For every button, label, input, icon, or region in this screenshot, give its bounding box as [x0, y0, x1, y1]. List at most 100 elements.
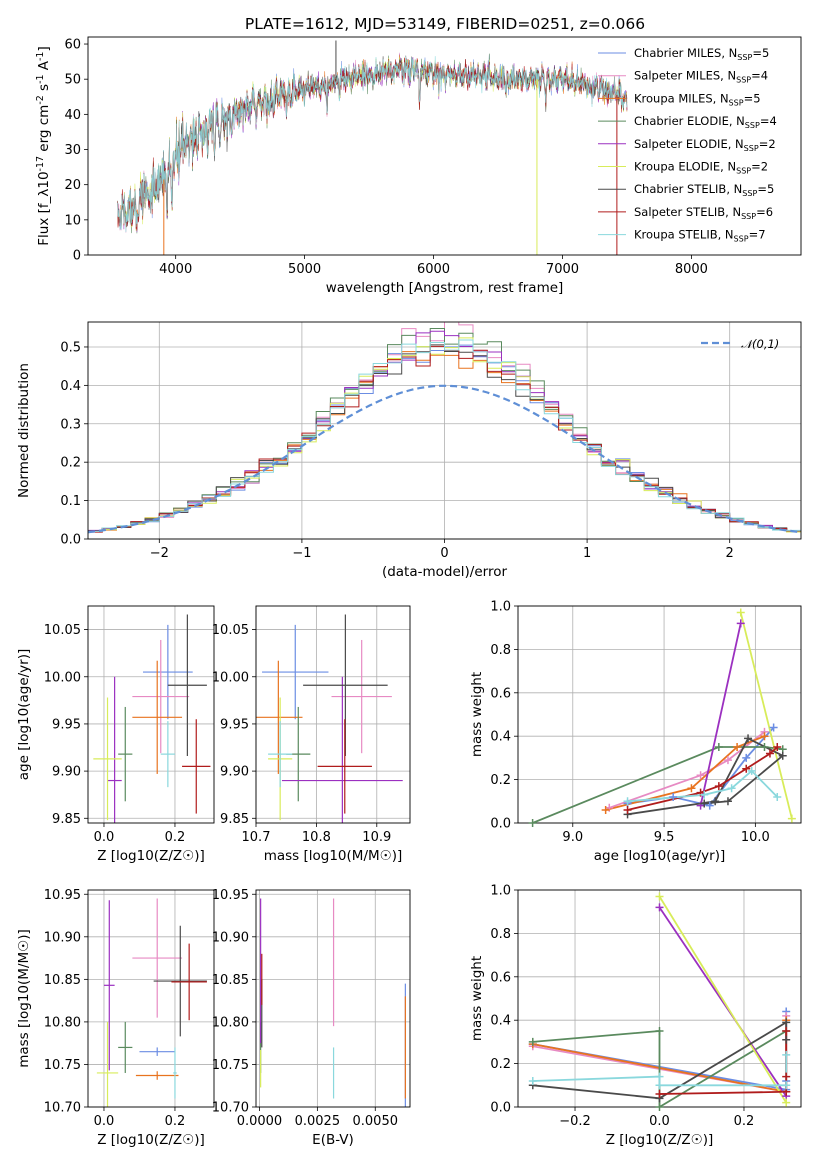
y-tick-label: 0.3: [60, 417, 81, 432]
y-tick-label: 0.8: [490, 643, 511, 658]
x-tick-label: 4000: [159, 262, 192, 277]
series-marker: [760, 732, 769, 741]
x-axis-label: age [log10(age/yr)]: [594, 848, 726, 864]
plot-area: [96, 898, 207, 1107]
legend-entry: 𝒩(0,1): [741, 337, 779, 351]
series-marker: [733, 743, 742, 752]
y-axis-label: mass weight: [469, 956, 485, 1041]
normal-curve: [88, 384, 801, 534]
legend-entry: Kroupa STELIB, NSSP=7: [634, 228, 766, 244]
series-line: [739, 612, 793, 819]
series-line: [532, 1030, 787, 1107]
y-tick-label: 0.1: [60, 494, 81, 509]
y-tick-label: 10.00: [44, 670, 81, 685]
y-axis-label: Flux [f_λ10-17 erg cm-2 s-1 A-1]: [35, 46, 52, 245]
y-tick-label: 9.95: [220, 717, 249, 732]
x-tick-label: 0: [440, 546, 448, 561]
series-marker: [528, 819, 537, 827]
series-marker: [601, 805, 610, 814]
x-tick-label: 0.2: [165, 830, 186, 845]
y-tick-label: 0.0: [60, 533, 81, 548]
x-tick-label: 0.2: [165, 1114, 186, 1129]
x-tick-label: 8000: [675, 262, 708, 277]
y-tick-label: 9.95: [52, 717, 81, 732]
y-tick-label: 1.0: [490, 884, 511, 899]
series-marker: [528, 1076, 537, 1085]
series-marker: [727, 784, 736, 793]
x-tick-label: 1: [583, 546, 591, 561]
panels: 4000 5000 6000 7000 80000102030405060wavelen…: [16, 36, 802, 1148]
legend-entry: Salpeter ELODIE, NSSP=2: [634, 137, 776, 153]
y-tick-label: 0.2: [490, 773, 511, 788]
y-tick-label: 9.85: [52, 812, 81, 827]
series-marker: [782, 1027, 791, 1036]
series-marker: [696, 771, 705, 780]
panel-age-vs-Z: 0.0 0.2 9.85 9.90 9.95 10.00 10.05 Z [log10(Z/Z…: [16, 605, 215, 864]
x-tick-label: −1: [292, 546, 311, 561]
x-tick-label: 5000: [288, 262, 321, 277]
y-tick-label: 20: [64, 178, 81, 193]
y-tick-label: 0.4: [60, 379, 81, 394]
series-marker: [782, 1035, 791, 1044]
y-tick-label: 0.4: [490, 730, 511, 745]
legend-entry: Salpeter MILES, NSSP=4: [634, 69, 768, 85]
x-axis-label: Z [log10(Z/Z☉)]: [606, 1132, 714, 1148]
x-tick-label: 7000: [546, 262, 579, 277]
series-marker: [655, 1089, 664, 1098]
y-tick-label: 0.2: [60, 456, 81, 471]
series-line: [658, 896, 787, 1104]
x-axis-label: mass [log10(M/M☉)]: [264, 848, 403, 864]
y-tick-label: 0.5: [60, 340, 81, 355]
plot-area: [117, 40, 628, 255]
y-tick-label: 10: [64, 213, 81, 228]
x-tick-label: 9.0: [562, 830, 583, 845]
series-marker: [623, 797, 632, 806]
y-tick-label: 0.0: [490, 817, 511, 832]
y-tick-label: 10.70: [44, 1101, 81, 1116]
panel-spectrum: 4000 5000 6000 7000 8000 0 10 20 30 40 50 60 wavelen…: [35, 36, 802, 296]
series-marker: [747, 766, 756, 775]
x-tick-label: 0.2: [734, 1114, 755, 1129]
y-tick-label: 50: [64, 73, 81, 88]
y-tick-label: 60: [64, 38, 81, 53]
series-marker: [655, 1027, 664, 1036]
series-marker: [742, 753, 751, 762]
x-tick-label: 6000: [417, 262, 450, 277]
series-marker: [782, 1072, 791, 1081]
grid-lines: [88, 606, 214, 823]
series-marker: [736, 619, 745, 628]
axes-frame: [87, 605, 215, 824]
axes-frame: [517, 605, 802, 824]
y-tick-label: 0.8: [490, 927, 511, 942]
series-marker: [744, 734, 753, 743]
y-axis-label: mass weight: [469, 672, 485, 757]
panel-mass-vs-Z: 0.0 0.2 10.70 10.75 10.80 10.85 10.90 10.95 Z [l…: [16, 888, 215, 1148]
y-tick-label: 10.85: [212, 973, 249, 988]
series-marker: [714, 743, 723, 752]
series-marker: [528, 1037, 537, 1046]
y-tick-label: 10.90: [212, 930, 249, 945]
series-marker: [787, 814, 796, 823]
x-axis-label: (data-model)/error: [382, 564, 508, 580]
x-axis-label: Z [log10(Z/Z☉)]: [97, 1132, 205, 1148]
x-tick-label: −0.2: [559, 1114, 591, 1129]
x-tick-label: 10.8: [302, 830, 331, 845]
y-tick-label: 10.75: [212, 1058, 249, 1073]
figure-title: PLATE=1612, MJD=53149, FIBERID=0251, z=0…: [245, 15, 645, 33]
axes-frame: [255, 605, 411, 824]
panel-age-vs-mass: 10.7 10.8 10.9 9.85 9.90 9.95 10.00 10.05 mass […: [212, 605, 411, 864]
y-tick-label: 10.00: [212, 670, 249, 685]
series-marker: [773, 792, 782, 801]
series-marker: [736, 608, 745, 617]
x-tick-label: 0.0025: [295, 1114, 341, 1129]
y-tick-label: 10.80: [212, 1015, 249, 1030]
series-marker: [778, 751, 787, 760]
y-axis-label: mass [log10(M/M☉)]: [16, 929, 32, 1068]
y-tick-label: 10.85: [44, 973, 81, 988]
panel-mass-weight-vs-age: 9.0 9.5 10.0 0.0 0.2 0.4 0.6 0.8 1.0 age [log10(a…: [469, 600, 802, 864]
spectrum-line: [117, 56, 628, 233]
series-marker: [687, 784, 696, 793]
y-axis-label: age [log10(age/yr)]: [16, 649, 32, 781]
